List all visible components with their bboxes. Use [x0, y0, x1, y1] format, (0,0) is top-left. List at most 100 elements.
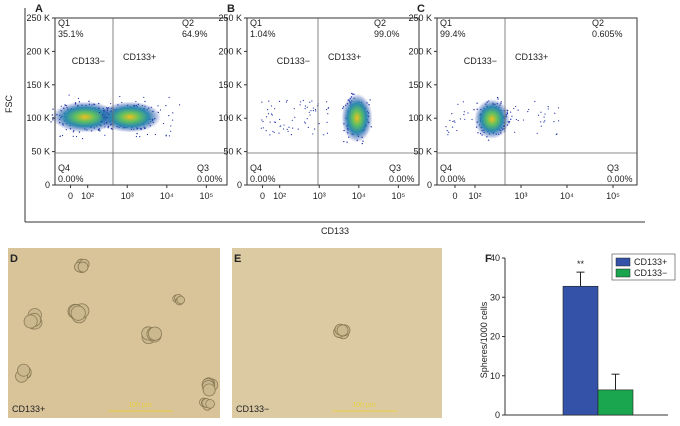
x-tick-label: 10³ [313, 191, 326, 201]
event-dot [157, 105, 159, 107]
legend-label: CD133+ [634, 257, 667, 267]
event-dot [522, 119, 525, 121]
event-dot [283, 124, 285, 126]
y-tick-label: 50 K [31, 147, 50, 157]
event-dot [267, 113, 270, 115]
event-dot [154, 133, 156, 136]
event-dot [273, 131, 275, 133]
event-dot [109, 103, 112, 105]
event-dot [77, 97, 80, 100]
panel-letter: C [417, 3, 425, 15]
event-dot [297, 128, 299, 130]
event-dot [325, 108, 328, 111]
event-dot [168, 115, 170, 117]
event-dot [452, 120, 454, 123]
x-tick-label: 10³ [121, 191, 134, 201]
y-tick-label: 100 K [408, 113, 432, 123]
event-dot [268, 100, 270, 102]
y-tick-label: 250 K [218, 13, 242, 23]
event-dot [351, 92, 353, 95]
event-dot [326, 121, 328, 124]
event-dot [315, 110, 317, 112]
event-dot [540, 125, 542, 127]
y-tick-label: 200 K [26, 46, 50, 56]
event-dot [270, 113, 273, 115]
y-tick-label: 150 K [218, 80, 242, 90]
image-d [8, 248, 220, 418]
event-dot [543, 121, 545, 123]
event-dot [262, 127, 264, 129]
event-dot [260, 127, 262, 129]
event-dot [262, 120, 264, 123]
event-dot [467, 112, 469, 114]
event-dot [497, 98, 499, 100]
event-dot [473, 109, 475, 111]
event-dot [285, 101, 288, 103]
event-dot [527, 111, 529, 113]
legend-swatch [615, 257, 631, 267]
event-dot [272, 130, 274, 133]
bar [562, 285, 599, 416]
event-dot [514, 131, 516, 133]
x-tick-label: 0 [260, 191, 265, 201]
event-dot [72, 131, 74, 133]
scale-label: 100 µm [128, 402, 152, 409]
event-dot [293, 108, 295, 110]
event-dot [510, 111, 512, 113]
event-dot [326, 132, 329, 134]
y-tick-label: 10 [490, 371, 500, 381]
event-dot [286, 128, 288, 130]
event-dot [139, 135, 141, 138]
cell [147, 326, 162, 341]
quadrant-value: 0.00% [440, 174, 466, 184]
event-dot [487, 139, 490, 141]
event-dot [451, 126, 454, 128]
density [52, 101, 118, 133]
gate-label: CD133− [277, 56, 310, 66]
event-dot [534, 100, 536, 103]
cell [205, 399, 215, 409]
event-dot [72, 135, 74, 137]
quadrant-value: 1.04% [250, 29, 276, 39]
event-dot [294, 116, 296, 118]
event-dot [557, 107, 560, 109]
event-dot [159, 109, 162, 111]
event-dot [314, 128, 316, 130]
event-dot [515, 118, 517, 121]
event-dot [307, 126, 309, 128]
y-tick-label: 150 K [26, 80, 50, 90]
gate-label: CD133+ [123, 52, 156, 62]
x-tick-label: 10³ [514, 191, 527, 201]
event-dot [168, 96, 170, 99]
y-tick-label: 30 [490, 292, 500, 302]
quadrant-name: Q1 [58, 18, 70, 28]
event-dot [362, 140, 364, 142]
event-dot [536, 132, 538, 134]
quadrant-value: 64.9% [182, 29, 208, 39]
density [474, 99, 510, 139]
event-dot [462, 101, 465, 103]
event-dot [265, 116, 268, 118]
scale-label: 100 µm [352, 402, 376, 409]
event-dot [299, 101, 302, 103]
event-dot [81, 137, 84, 140]
event-dot [476, 102, 478, 104]
gate-label: CD133− [464, 56, 497, 66]
cell [17, 363, 31, 377]
y-tick-label: 200 K [408, 46, 432, 56]
event-dot [555, 133, 557, 136]
event-dot [311, 100, 313, 102]
quadrant-value: 99.0% [374, 29, 400, 39]
event-dot [135, 100, 137, 103]
plot-area [54, 17, 228, 186]
event-dot [312, 107, 314, 109]
event-dot [288, 126, 290, 128]
event-dot [287, 130, 289, 132]
event-dot [511, 115, 513, 117]
y-tick-label: 250 K [26, 13, 50, 23]
event-dot [146, 133, 149, 136]
event-dot [543, 116, 545, 118]
quadrant-value: 0.605% [592, 29, 623, 39]
event-dot [304, 122, 307, 124]
event-dot [274, 108, 276, 110]
